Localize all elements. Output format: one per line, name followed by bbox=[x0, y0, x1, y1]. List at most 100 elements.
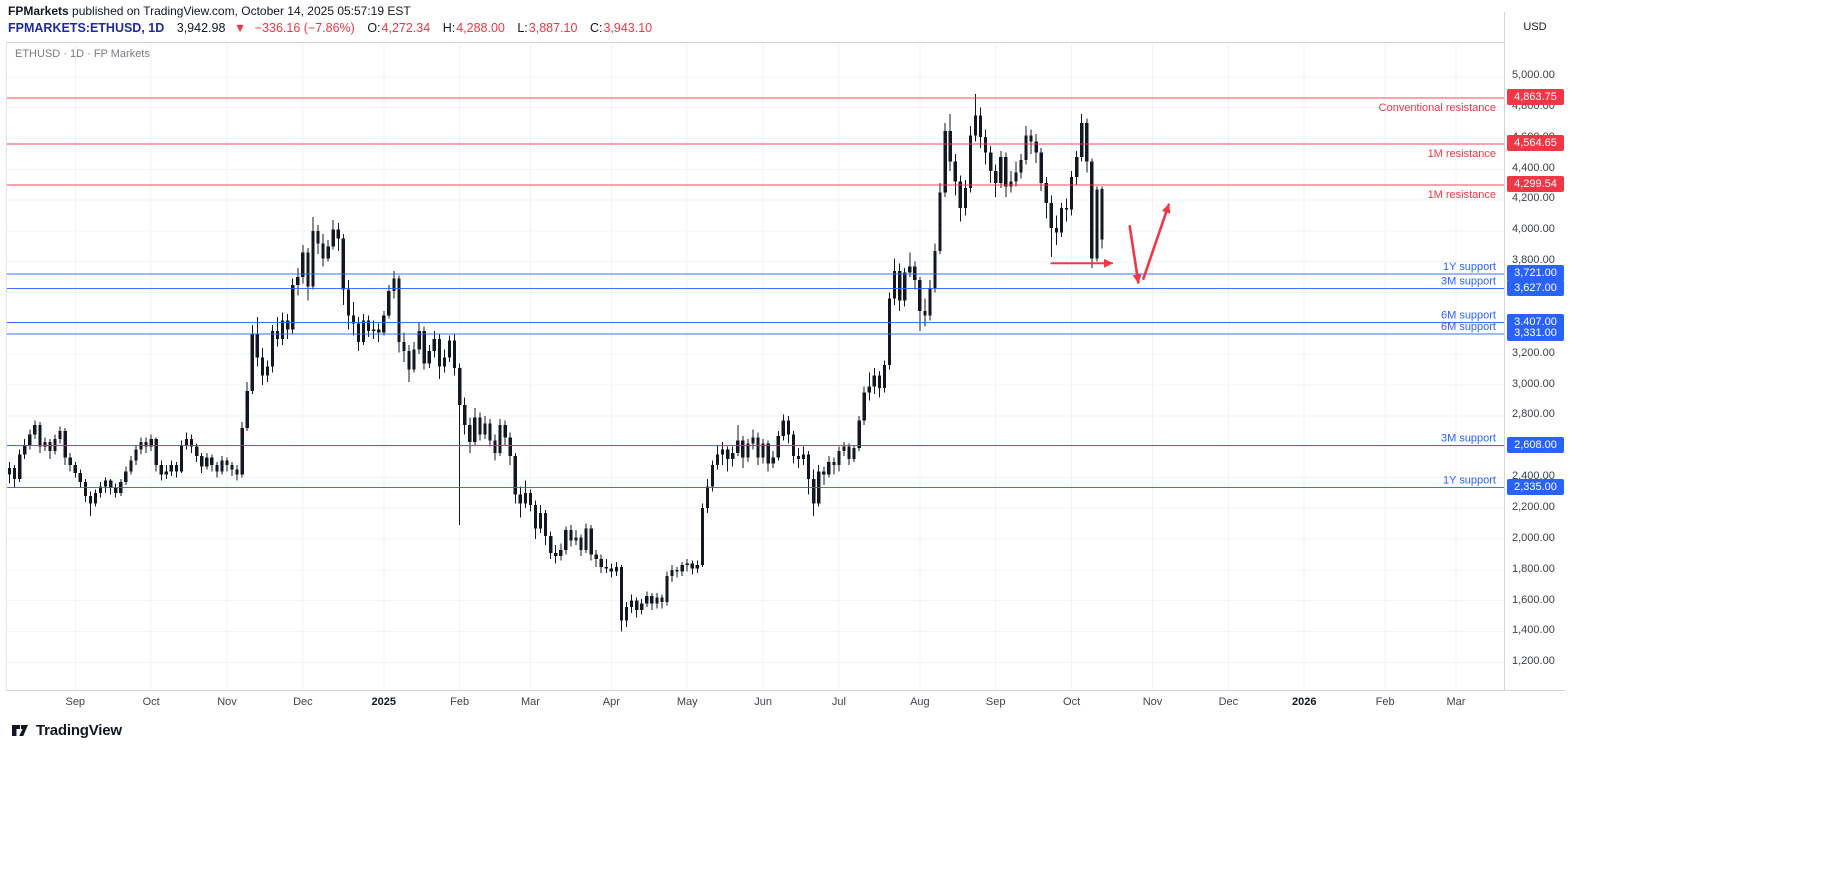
candle-body bbox=[286, 320, 290, 330]
time-tick-label: Apr bbox=[602, 696, 620, 708]
level-label: 1Y support bbox=[1443, 261, 1496, 273]
candle-body bbox=[913, 266, 917, 281]
candle-body bbox=[134, 449, 138, 461]
candle-body bbox=[301, 252, 305, 278]
time-tick-label: Mar bbox=[520, 696, 540, 708]
down-arrow bbox=[1128, 225, 1142, 284]
candle-body bbox=[114, 488, 118, 493]
close-value: 3,943.10 bbox=[603, 21, 653, 35]
candle-body bbox=[179, 445, 184, 472]
time-tick-label: 2025 bbox=[371, 696, 397, 708]
level-lines-layer: Conventional resistance 1M resistance 1M r… bbox=[7, 97, 1504, 488]
candle-body bbox=[847, 446, 851, 459]
plot-svg[interactable]: Conventional resistance 1M resistance 1M r… bbox=[7, 43, 1504, 690]
candle-body bbox=[756, 437, 760, 458]
publisher-name: FPMarkets bbox=[8, 4, 69, 18]
candle-body bbox=[796, 455, 801, 459]
currency-label: USD bbox=[1523, 21, 1547, 33]
publish-info: FPMarkets published on TradingView.com, … bbox=[8, 4, 411, 18]
candle-body bbox=[468, 425, 472, 442]
time-tick-label: Feb bbox=[1375, 696, 1395, 708]
candle-body bbox=[695, 565, 699, 569]
candle-body bbox=[599, 559, 603, 567]
candle-body bbox=[1080, 123, 1084, 157]
candle-body bbox=[973, 115, 978, 136]
candle-body bbox=[260, 357, 265, 376]
candle-body bbox=[806, 454, 811, 479]
price-change: −336.16 (−7.86%) bbox=[254, 21, 355, 35]
candle-body bbox=[963, 187, 968, 208]
candle-body bbox=[432, 338, 436, 352]
level-label: 1Y support bbox=[1443, 474, 1496, 486]
candle-body bbox=[447, 340, 452, 358]
footer-brand[interactable]: TradingView bbox=[10, 721, 122, 739]
chart-plot-area[interactable]: Conventional resistance 1M resistance 1M r… bbox=[6, 42, 1504, 690]
candle-body bbox=[1075, 156, 1079, 178]
candle-body bbox=[1064, 207, 1069, 210]
tradingview-logo-icon bbox=[12, 725, 28, 736]
level-label: 3M support bbox=[1441, 275, 1496, 287]
candle-body bbox=[189, 438, 194, 447]
candle-body bbox=[356, 323, 361, 342]
candle-body bbox=[877, 375, 882, 389]
candle-body bbox=[746, 443, 750, 458]
price-tick-label: 3,800.00 bbox=[1512, 254, 1555, 267]
candle-body bbox=[129, 460, 133, 472]
candle-body bbox=[761, 443, 765, 458]
candle-body bbox=[903, 272, 907, 301]
candle-body bbox=[427, 351, 431, 364]
candle-body bbox=[58, 431, 62, 439]
arrows-layer bbox=[1050, 203, 1171, 284]
candle-body bbox=[968, 135, 973, 188]
candle-body bbox=[149, 438, 153, 447]
time-axis: Sep Oct Nov Dec 2025 Feb Mar Apr May Jun Jul Aug Sep… bbox=[6, 690, 1565, 714]
candle-body bbox=[1024, 135, 1028, 161]
candle-body bbox=[705, 486, 710, 509]
candle-body bbox=[675, 569, 679, 572]
price-level-badge: 3,331.00 bbox=[1507, 325, 1564, 342]
candle-body bbox=[832, 462, 836, 466]
change-direction-icon: ▼ bbox=[233, 21, 247, 35]
candle-body bbox=[1085, 123, 1089, 162]
candle-body bbox=[23, 445, 27, 455]
candle-body bbox=[109, 480, 113, 489]
time-tick-label: Oct bbox=[142, 696, 160, 708]
time-tick-label: Nov bbox=[1142, 696, 1163, 708]
time-tick-label: Jul bbox=[831, 696, 846, 708]
time-tick-label: Jun bbox=[754, 696, 772, 708]
candle-body bbox=[245, 391, 249, 429]
candle-body bbox=[184, 438, 189, 446]
currency-tab: USD bbox=[1504, 12, 1565, 42]
candle-body bbox=[867, 386, 871, 393]
candle-body bbox=[872, 375, 876, 387]
price-tick-label: 1,200.00 bbox=[1512, 655, 1555, 668]
candle-body bbox=[488, 423, 492, 441]
candle-body bbox=[1014, 172, 1018, 182]
candle-body bbox=[614, 566, 619, 572]
price-level-badge: 2,335.00 bbox=[1507, 479, 1564, 496]
candle-body bbox=[812, 478, 816, 504]
level-label: 6M support bbox=[1441, 321, 1496, 333]
candle-body bbox=[407, 351, 411, 370]
candle-body bbox=[665, 576, 669, 603]
candle-body bbox=[18, 454, 22, 479]
candle-body bbox=[584, 528, 588, 550]
candle-body bbox=[533, 505, 538, 529]
candle-body bbox=[680, 565, 684, 572]
candle-body bbox=[766, 443, 770, 464]
open-label: O: bbox=[367, 21, 381, 35]
candle-body bbox=[604, 566, 608, 569]
candle-body bbox=[635, 600, 639, 610]
candle-body bbox=[63, 431, 67, 458]
candle-body bbox=[12, 468, 17, 479]
candle-body bbox=[943, 130, 947, 193]
candle-body bbox=[978, 115, 983, 137]
candle-body bbox=[311, 230, 315, 287]
candle-body bbox=[281, 320, 285, 339]
candle-body bbox=[200, 455, 204, 467]
close-label: C: bbox=[589, 21, 603, 35]
candle-body bbox=[452, 340, 457, 369]
open-value: 4,272.34 bbox=[381, 21, 431, 35]
candle-body bbox=[594, 554, 598, 560]
candle-body bbox=[498, 425, 502, 453]
